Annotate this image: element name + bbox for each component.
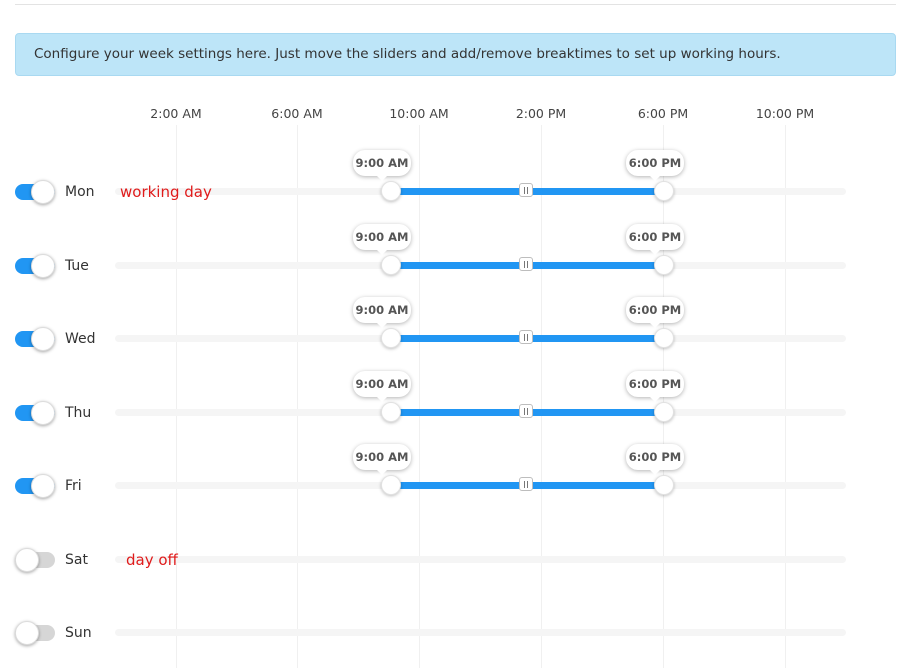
- day-toggle[interactable]: [15, 327, 55, 351]
- hours-slider-track: [115, 556, 846, 563]
- day-label: Fri: [65, 478, 82, 494]
- day-label: Wed: [65, 331, 96, 347]
- grid-line: [297, 125, 298, 668]
- time-axis-label: 10:00 PM: [755, 106, 815, 121]
- day-toggle[interactable]: [15, 180, 55, 204]
- time-axis-label: 10:00 AM: [389, 106, 449, 121]
- day-row-thu: Thu 9:00 AM 6:00 PM: [0, 371, 912, 433]
- end-time-handle[interactable]: 6:00 PM: [626, 444, 684, 495]
- grid-line: [541, 125, 542, 668]
- day-toggle[interactable]: [15, 548, 55, 572]
- hours-slider-track: [115, 629, 846, 636]
- start-time-handle[interactable]: 9:00 AM: [353, 224, 411, 275]
- range-drag-handle[interactable]: [519, 257, 533, 271]
- day-row-tue: Tue 9:00 AM 6:00 PM: [0, 224, 912, 286]
- time-axis-label: 2:00 AM: [150, 106, 202, 121]
- day-label: Sun: [65, 625, 92, 641]
- day-toggle[interactable]: [15, 254, 55, 278]
- info-banner: Configure your week settings here. Just …: [15, 33, 896, 76]
- range-drag-handle[interactable]: [519, 404, 533, 418]
- day-row-fri: Fri 9:00 AM 6:00 PM: [0, 444, 912, 506]
- end-time-tooltip: 6:00 PM: [626, 371, 684, 402]
- end-time-handle[interactable]: 6:00 PM: [626, 224, 684, 275]
- day-row-sat: Sat day off: [0, 540, 912, 580]
- day-label: Mon: [65, 184, 95, 200]
- start-time-tooltip: 9:00 AM: [353, 224, 411, 255]
- range-drag-handle[interactable]: [519, 183, 533, 197]
- end-time-tooltip: 6:00 PM: [626, 224, 684, 255]
- day-label: Thu: [65, 405, 92, 421]
- range-drag-handle[interactable]: [519, 330, 533, 344]
- end-time-tooltip: 6:00 PM: [626, 444, 684, 475]
- day-row-wed: Wed 9:00 AM 6:00 PM: [0, 297, 912, 359]
- day-label: Tue: [65, 258, 89, 274]
- start-time-handle[interactable]: 9:00 AM: [353, 150, 411, 201]
- start-time-tooltip: 9:00 AM: [353, 297, 411, 328]
- end-time-tooltip: 6:00 PM: [626, 150, 684, 181]
- start-time-tooltip: 9:00 AM: [353, 444, 411, 475]
- start-time-handle[interactable]: 9:00 AM: [353, 444, 411, 495]
- end-time-tooltip: 6:00 PM: [626, 297, 684, 328]
- day-toggle[interactable]: [15, 474, 55, 498]
- day-status-label: working day: [120, 183, 212, 201]
- time-axis-label: 6:00 AM: [271, 106, 323, 121]
- start-time-handle[interactable]: 9:00 AM: [353, 297, 411, 348]
- top-divider: [15, 4, 896, 5]
- end-time-handle[interactable]: 6:00 PM: [626, 371, 684, 422]
- day-toggle[interactable]: [15, 401, 55, 425]
- grid-line: [419, 125, 420, 668]
- time-axis-label: 2:00 PM: [515, 106, 567, 121]
- start-time-handle[interactable]: 9:00 AM: [353, 371, 411, 422]
- end-time-handle[interactable]: 6:00 PM: [626, 150, 684, 201]
- day-row-sun: Sun: [0, 613, 912, 653]
- grid-line: [785, 125, 786, 668]
- start-time-tooltip: 9:00 AM: [353, 371, 411, 402]
- day-row-mon: Mon 9:00 AM 6:00 PM working day: [0, 150, 912, 212]
- end-time-handle[interactable]: 6:00 PM: [626, 297, 684, 348]
- day-toggle[interactable]: [15, 621, 55, 645]
- range-drag-handle[interactable]: [519, 477, 533, 491]
- time-axis-label: 6:00 PM: [637, 106, 689, 121]
- start-time-tooltip: 9:00 AM: [353, 150, 411, 181]
- day-status-label: day off: [126, 551, 178, 569]
- day-label: Sat: [65, 552, 88, 568]
- grid-line: [176, 125, 177, 668]
